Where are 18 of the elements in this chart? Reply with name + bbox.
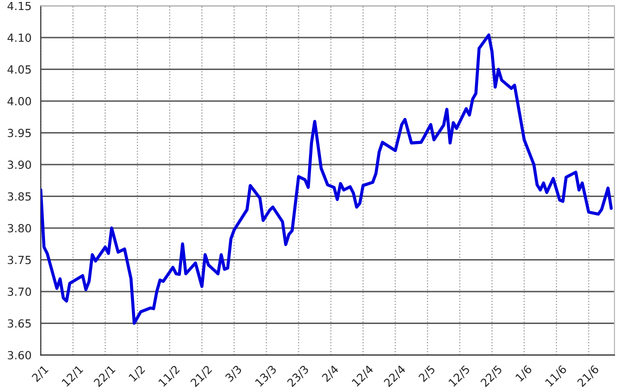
x-tick-label: 1/2 bbox=[128, 364, 146, 383]
y-tick-label: 4.05 bbox=[8, 65, 31, 74]
y-tick-label: 3.60 bbox=[8, 350, 31, 360]
x-tick-label: 2/1 bbox=[31, 364, 50, 383]
y-tick-label: 4.10 bbox=[8, 34, 31, 42]
y-tick-label: 3.70 bbox=[8, 288, 31, 296]
y-tick-label: 3.95 bbox=[8, 128, 31, 138]
y-tick-label: 3.85 bbox=[8, 192, 31, 201]
y-tick-label: 3.75 bbox=[8, 256, 31, 264]
x-tick-label: 3/3 bbox=[224, 364, 243, 383]
y-tick-label: 3.65 bbox=[8, 319, 31, 328]
x-tick-label: 1/6 bbox=[515, 364, 533, 383]
y-tick-label: 4.15 bbox=[8, 2, 31, 10]
y-tick-label: 4.00 bbox=[8, 97, 31, 106]
x-tick-label: 2/5 bbox=[418, 364, 436, 383]
y-tick-label: 3.90 bbox=[8, 160, 31, 169]
x-tick-label: 2/4 bbox=[321, 364, 340, 383]
y-tick-label: 3.80 bbox=[8, 224, 31, 232]
